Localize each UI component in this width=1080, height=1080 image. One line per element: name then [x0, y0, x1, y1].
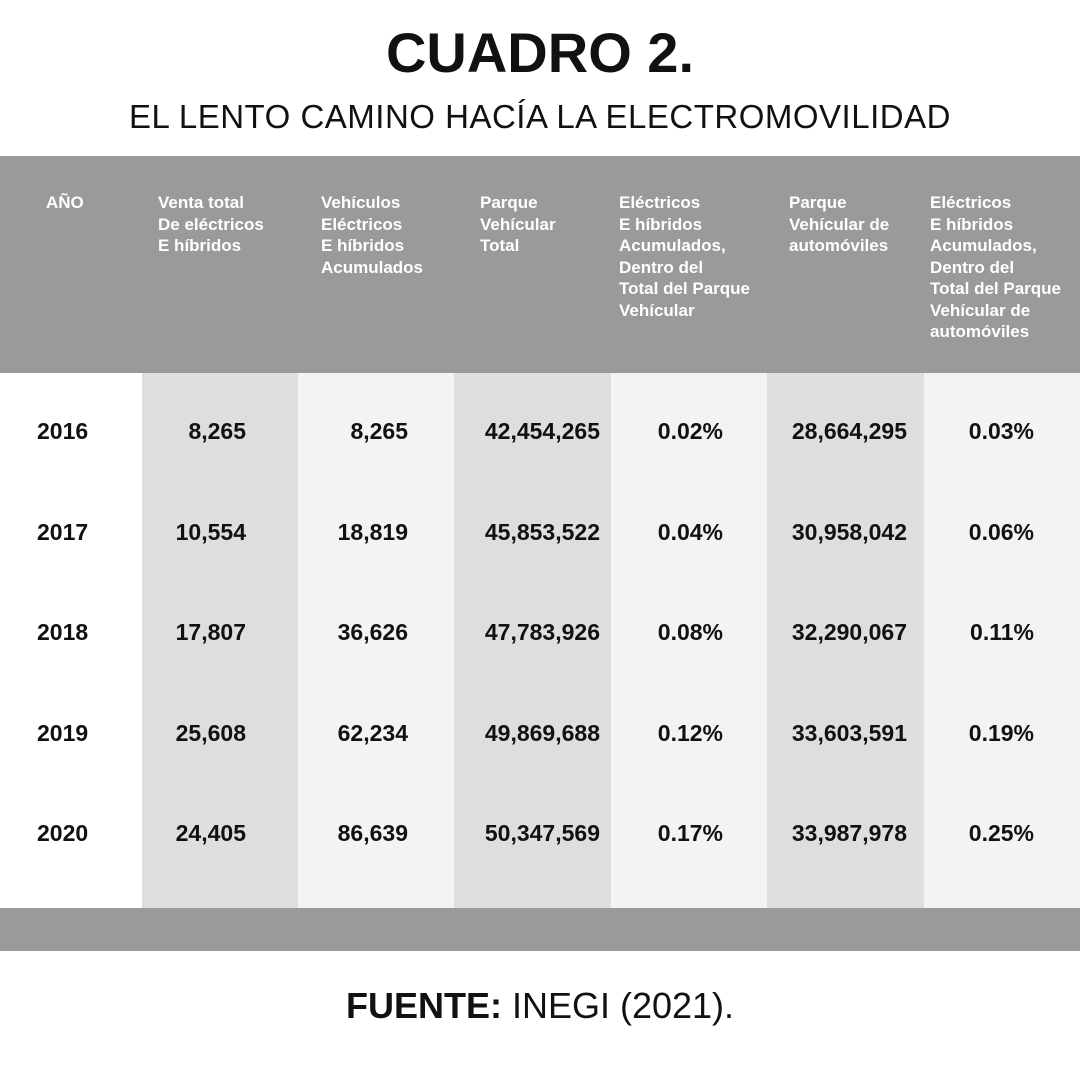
- cell-total-sales: 17,807: [175, 619, 246, 645]
- cell-share-car-fleet: 0.19%: [968, 719, 1034, 746]
- column-bg-share-car: [924, 373, 1080, 908]
- cell-total-sales: 25,608: [175, 719, 246, 746]
- cell-total-fleet: 49,869,688: [484, 719, 600, 746]
- cell-share-total-fleet: 0.04%: [657, 518, 723, 545]
- header-accumulated: Vehículos Eléctricos E híbridos Acumulad…: [321, 193, 424, 277]
- cell-share-car-fleet: 0.03%: [968, 418, 1034, 444]
- header-total-fleet: Parque Vehícular Total: [480, 193, 556, 255]
- cell-accumulated: 86,639: [337, 820, 408, 846]
- header-share-total-fleet: Eléctricos E híbridos Acumulados, Dentro…: [619, 193, 750, 320]
- header-year: AÑO: [46, 193, 84, 212]
- cell-car-fleet: 33,987,978: [791, 820, 907, 846]
- cell-accumulated: 36,626: [337, 619, 408, 645]
- column-bg-year: [0, 373, 142, 908]
- column-bg-accumulated: [298, 373, 454, 908]
- cell-accumulated: 18,819: [337, 518, 408, 545]
- source-label: FUENTE:: [345, 985, 502, 1026]
- header-total-sales: Venta total De eléctricos E híbridos: [158, 193, 264, 255]
- column-bg-total-fleet: [454, 373, 611, 908]
- cell-total-fleet: 42,454,265: [484, 418, 600, 444]
- cell-share-total-fleet: 0.17%: [657, 820, 723, 846]
- cell-total-fleet: 45,853,522: [484, 518, 600, 545]
- cell-car-fleet: 30,958,042: [791, 518, 907, 545]
- table-footer-band: [0, 908, 1080, 951]
- cell-year: 2017: [37, 518, 89, 545]
- table-header-band: [0, 156, 1080, 373]
- cell-total-sales: 24,405: [175, 820, 246, 846]
- cell-year: 2020: [37, 820, 89, 846]
- source-note: FUENTE: INEGI (2021).: [0, 985, 1080, 1027]
- cell-car-fleet: 33,603,591: [791, 719, 907, 746]
- cell-total-sales: 10,554: [175, 518, 246, 545]
- header-car-fleet: Parque Vehícular de automóviles: [789, 193, 890, 255]
- table-subtitle: EL LENTO CAMINO HACÍA LA ELECTROMOVILIDA…: [129, 98, 951, 135]
- column-bg-total-sales: [142, 373, 298, 908]
- cell-accumulated: 62,234: [337, 719, 408, 746]
- cell-total-fleet: 50,347,569: [484, 820, 600, 846]
- source-text: INEGI (2021).: [501, 985, 735, 1026]
- cell-car-fleet: 32,290,067: [791, 619, 907, 645]
- column-bg-car-fleet: [767, 373, 924, 908]
- column-bg-share-total: [611, 373, 767, 908]
- header-share-car-fleet: Eléctricos E híbridos Acumulados, Dentro…: [930, 193, 1061, 341]
- cell-total-sales: 8,265: [188, 418, 246, 444]
- table-title: CUADRO 2.: [385, 21, 695, 84]
- cell-share-car-fleet: 0.11%: [970, 619, 1034, 645]
- cell-share-car-fleet: 0.25%: [968, 820, 1034, 846]
- cell-share-total-fleet: 0.02%: [657, 418, 723, 444]
- cell-year: 2016: [37, 418, 89, 444]
- cell-year: 2018: [37, 619, 89, 645]
- cell-year: 2019: [37, 719, 89, 746]
- cell-share-total-fleet: 0.12%: [657, 719, 723, 746]
- cell-car-fleet: 28,664,295: [791, 418, 907, 444]
- cell-share-total-fleet: 0.08%: [657, 619, 723, 645]
- cell-share-car-fleet: 0.06%: [968, 518, 1034, 545]
- cell-accumulated: 8,265: [350, 418, 408, 444]
- cell-total-fleet: 47,783,926: [484, 619, 600, 645]
